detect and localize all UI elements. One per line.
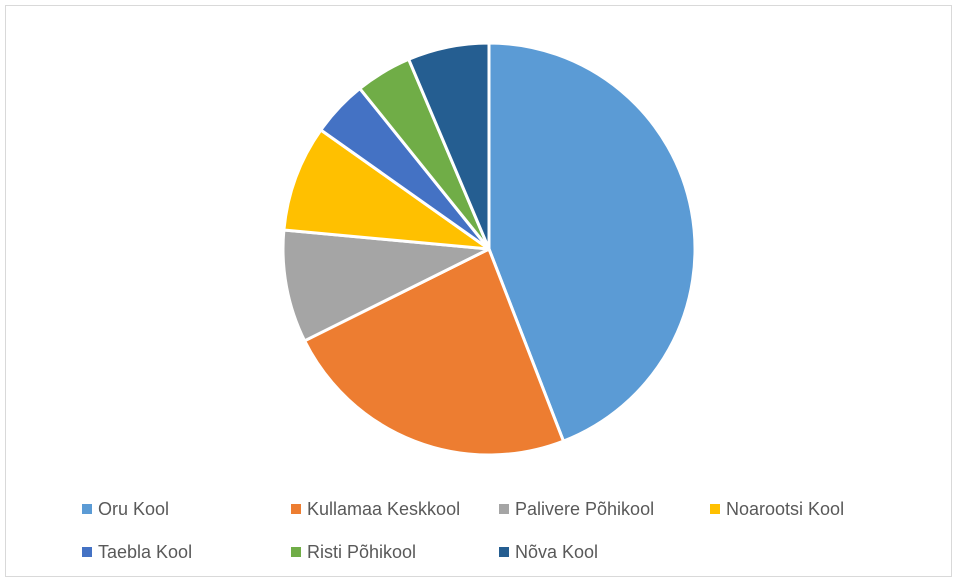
legend-item: Taebla Kool <box>82 542 192 562</box>
legend-item: Noarootsi Kool <box>710 499 844 519</box>
legend-label: Oru Kool <box>98 499 169 519</box>
legend-swatch <box>82 504 92 514</box>
legend-label: Noarootsi Kool <box>726 499 844 519</box>
legend-swatch <box>499 504 509 514</box>
legend-item: Nõva Kool <box>499 542 598 562</box>
legend: Oru Kool Kullamaa Keskkool Palivere Põhiko… <box>82 499 844 562</box>
legend-swatch <box>499 547 509 557</box>
legend-item: Kullamaa Keskkool <box>291 499 460 519</box>
legend-item: Risti Põhikool <box>291 542 416 562</box>
pie-slice-nõva-kool <box>407 41 491 251</box>
legend-item: Palivere Põhikool <box>499 499 654 519</box>
legend-swatch <box>291 547 301 557</box>
legend-swatch <box>82 547 92 557</box>
pie-slice-kullamaa-keskkool <box>303 247 565 457</box>
legend-label: Kullamaa Keskkool <box>307 499 460 519</box>
pie-slice-palivere-põhikool <box>281 228 491 343</box>
legend-label: Nõva Kool <box>515 542 598 562</box>
legend-swatch <box>710 504 720 514</box>
pie-slice-oru-kool <box>487 41 697 443</box>
legend-label: Risti Põhikool <box>307 542 416 562</box>
legend-label: Taebla Kool <box>98 542 192 562</box>
legend-item: Oru Kool <box>82 499 169 519</box>
legend-swatch <box>291 504 301 514</box>
pie-slices <box>281 41 697 457</box>
legend-label: Palivere Põhikool <box>515 499 654 519</box>
pie-slice-noarootsi-kool <box>282 128 491 251</box>
